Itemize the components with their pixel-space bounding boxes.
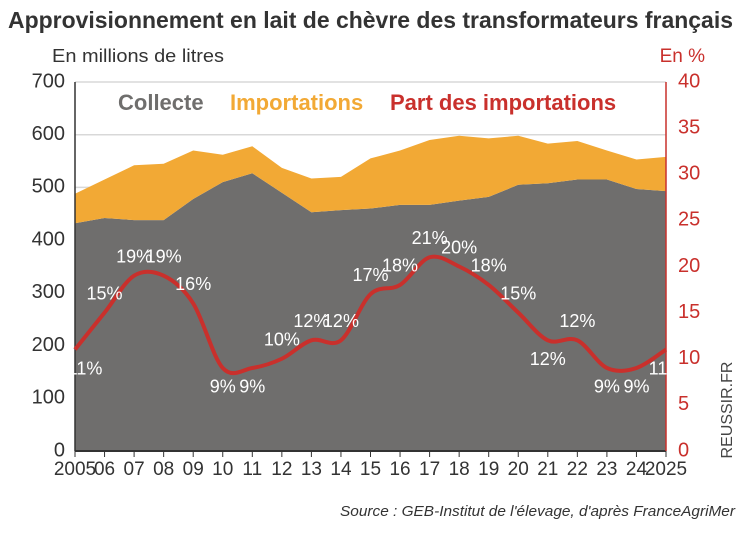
x-tick-label: 17 <box>419 459 440 480</box>
x-tick-label: 24 <box>626 459 648 480</box>
x-tick-label: 22 <box>567 459 588 480</box>
data-label: 9% <box>623 377 649 397</box>
y-tick-label: 300 <box>32 281 65 303</box>
x-tick-label: 20 <box>508 459 529 480</box>
y2-tick-label: 25 <box>678 209 700 231</box>
y-tick-label: 0 <box>54 439 65 461</box>
x-tick-label: 15 <box>360 459 381 480</box>
data-label: 19% <box>116 246 152 266</box>
y-tick-label: 100 <box>32 387 65 409</box>
x-tick-label: 2025 <box>645 459 687 480</box>
x-tick-label: 18 <box>449 459 470 480</box>
y-axis-label: En millions de litres <box>52 46 224 66</box>
data-label: 9% <box>210 377 236 397</box>
data-label: 12% <box>323 311 359 331</box>
source-note: Source : GEB-Institut de l'élevage, d'ap… <box>340 503 736 520</box>
legend-label: Part des importations <box>390 90 616 115</box>
x-tick-label: 12 <box>271 459 292 480</box>
y-tick-label: 400 <box>32 228 65 250</box>
data-label: 16% <box>175 274 211 294</box>
data-label: 15% <box>500 283 536 303</box>
x-tick-label: 08 <box>153 459 174 480</box>
data-label: 15% <box>87 283 123 303</box>
y2-tick-label: 15 <box>678 301 700 323</box>
y2-tick-label: 10 <box>678 347 700 369</box>
x-tick-label: 19 <box>478 459 499 480</box>
y2-tick-label: 35 <box>678 116 700 138</box>
data-label: 19% <box>146 246 182 266</box>
data-label: 12% <box>293 311 329 331</box>
x-tick-label: 11 <box>242 459 262 480</box>
x-tick-label: 16 <box>389 459 410 480</box>
data-label: 18% <box>471 256 507 276</box>
area <box>75 173 666 451</box>
x-tick-label: 09 <box>183 459 204 480</box>
x-tick-label: 07 <box>124 459 145 480</box>
line <box>73 254 668 376</box>
credit: REUSSIR.FR <box>719 362 736 459</box>
data-label: 9% <box>594 377 620 397</box>
x-tick-label: 2005 <box>54 459 96 480</box>
x-tick-label: 21 <box>537 459 558 480</box>
data-label: 9% <box>239 377 265 397</box>
legend-label: Collecte <box>118 90 204 115</box>
y2-tick-label: 0 <box>678 439 689 461</box>
data-label: 10% <box>264 330 300 350</box>
y-tick-label: 200 <box>32 334 65 356</box>
data-label: 18% <box>382 256 418 276</box>
y-tick-label: 500 <box>32 176 65 198</box>
y2-tick-label: 5 <box>678 393 689 415</box>
x-tick-label: 06 <box>94 459 115 480</box>
legend-label: Importations <box>230 90 363 115</box>
area <box>75 135 666 224</box>
chart-title: Approvisionnement en lait de chèvre des … <box>8 7 733 33</box>
data-label: 21% <box>412 228 448 248</box>
data-label: 12% <box>559 311 595 331</box>
data-label: 11% <box>649 358 684 378</box>
x-tick-label: 14 <box>330 459 352 480</box>
x-tick-label: 13 <box>301 459 322 480</box>
x-tick-label: 10 <box>212 459 233 480</box>
y-tick-label: 700 <box>32 70 65 92</box>
data-label: 12% <box>530 349 566 369</box>
y-tick-label: 600 <box>32 123 65 145</box>
y2-tick-label: 30 <box>678 163 700 185</box>
data-label: 20% <box>441 237 477 257</box>
y2-tick-label: 20 <box>678 255 700 277</box>
data-label: 17% <box>352 265 388 285</box>
y2-axis-label: En % <box>660 46 706 67</box>
data-label: 11% <box>68 358 103 378</box>
x-tick-label: 23 <box>596 459 617 480</box>
y2-tick-label: 40 <box>678 70 700 92</box>
